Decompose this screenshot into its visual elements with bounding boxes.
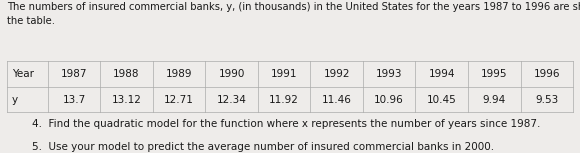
Text: 13.12: 13.12 — [111, 95, 142, 105]
Text: 5.  Use your model to predict the average number of insured commercial banks in : 5. Use your model to predict the average… — [32, 142, 494, 151]
Text: 4.  Find the quadratic model for the function where x represents the number of y: 4. Find the quadratic model for the func… — [32, 119, 541, 129]
Text: 11.46: 11.46 — [322, 95, 351, 105]
Text: 11.92: 11.92 — [269, 95, 299, 105]
Text: 1996: 1996 — [534, 69, 560, 79]
Text: 1993: 1993 — [376, 69, 403, 79]
Text: 10.96: 10.96 — [374, 95, 404, 105]
Text: 1988: 1988 — [113, 69, 140, 79]
Text: 1989: 1989 — [166, 69, 193, 79]
Text: Year: Year — [12, 69, 34, 79]
Text: 9.53: 9.53 — [535, 95, 559, 105]
Text: 12.34: 12.34 — [217, 95, 246, 105]
Text: 1990: 1990 — [219, 69, 245, 79]
Text: 1995: 1995 — [481, 69, 508, 79]
Text: 1992: 1992 — [324, 69, 350, 79]
Text: 1991: 1991 — [271, 69, 298, 79]
Text: 10.45: 10.45 — [427, 95, 456, 105]
Text: 12.71: 12.71 — [164, 95, 194, 105]
Text: y: y — [12, 95, 18, 105]
Text: 9.94: 9.94 — [483, 95, 506, 105]
Text: The numbers of insured commercial banks, y, (in thousands) in the United States : The numbers of insured commercial banks,… — [7, 2, 580, 26]
Text: 13.7: 13.7 — [63, 95, 86, 105]
Text: 1994: 1994 — [429, 69, 455, 79]
Text: 1987: 1987 — [61, 69, 87, 79]
